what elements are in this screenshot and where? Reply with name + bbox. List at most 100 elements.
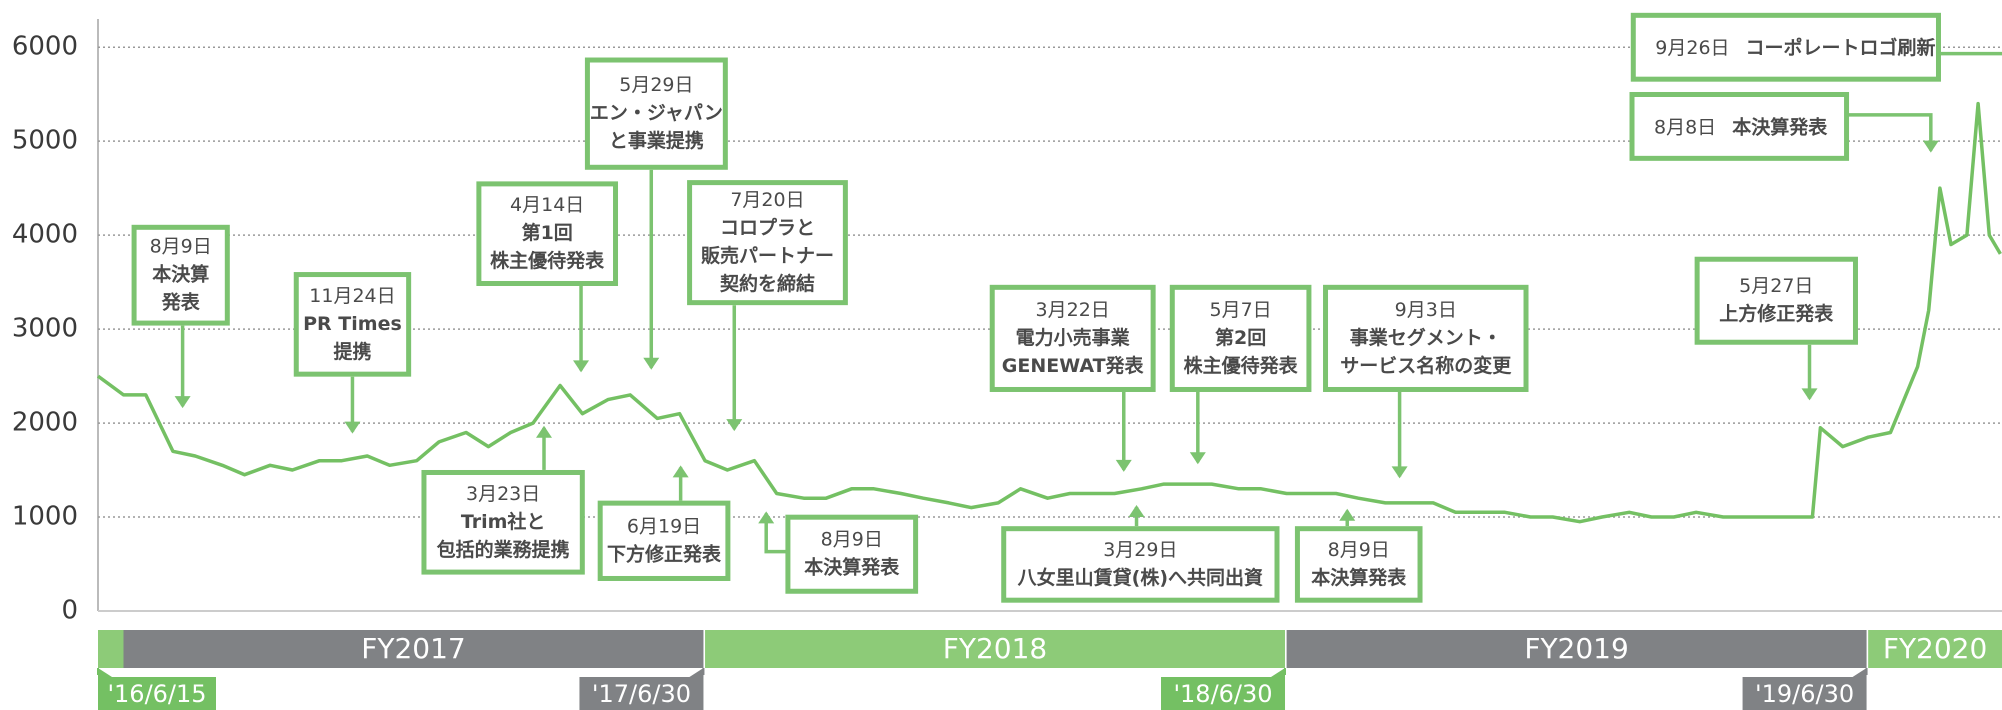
annotation-box — [1001, 526, 1280, 603]
arrow-head — [1801, 388, 1818, 401]
arrow-head — [1922, 140, 1939, 153]
annotation-box — [476, 181, 619, 286]
fiscal-label: FY2018 — [943, 632, 1047, 665]
annotation-arrow — [764, 513, 788, 554]
annotation-box — [293, 272, 412, 377]
annotation-date: 3月23日 — [466, 483, 540, 505]
annotation-label: Trim社と — [461, 510, 546, 533]
fiscal-label: FY2017 — [361, 632, 465, 665]
annotation-label: 包括的業務提携 — [437, 538, 570, 561]
annotation-date: 8月8日 — [1654, 116, 1716, 138]
annotation-label: 事業セグメント・ — [1350, 326, 1502, 349]
annotation-date: 8月9日 — [1328, 539, 1390, 561]
annotation-date: 5月27日 — [1739, 275, 1813, 297]
arrow-head — [174, 396, 191, 409]
annotation-label: コロプラと — [720, 216, 815, 239]
annotation-box — [1323, 284, 1529, 392]
tag-notch — [98, 668, 112, 677]
x-tick-label: '18/6/30 — [1173, 680, 1272, 708]
annotation-label: 本決算 — [152, 263, 209, 286]
annotation-date: 4月14日 — [510, 194, 584, 216]
annotation-box — [131, 224, 230, 326]
annotation-box — [584, 57, 728, 170]
date-tag — [98, 677, 216, 710]
date-tag — [1161, 677, 1286, 710]
arrow-head — [758, 511, 775, 524]
arrow-head — [1189, 452, 1206, 465]
annotation-date: 11月24日 — [309, 285, 395, 307]
y-tick-label: 5000 — [12, 126, 78, 156]
annotation-box — [421, 469, 585, 575]
annotation-label: PR Times — [303, 313, 402, 335]
annotation-label: 本決算発表 — [1311, 566, 1407, 589]
annotation-arrow — [1846, 113, 1933, 151]
annotation-box — [989, 284, 1156, 392]
annotation-box — [1629, 91, 1850, 161]
fiscal-label: FY2019 — [1524, 632, 1628, 665]
tag-notch — [1271, 668, 1286, 677]
arrow-head — [1115, 459, 1132, 472]
y-tick-label: 1000 — [12, 502, 78, 532]
annotation-label: サービス名称の変更 — [1340, 354, 1512, 377]
x-tick-label: '19/6/30 — [1755, 680, 1854, 708]
annotation-date: 7月20日 — [730, 189, 804, 211]
arrow-head — [1128, 504, 1145, 517]
annotation-text: 8月8日 本決算発表 — [1654, 115, 1828, 138]
fiscal-band — [705, 630, 1286, 668]
annotation-label: 提携 — [333, 340, 371, 363]
annotation-box — [1694, 256, 1858, 345]
annotation-box — [687, 180, 848, 306]
annotation-box — [1294, 526, 1423, 603]
annotation-label: 下方修正発表 — [607, 542, 722, 565]
arrow-head — [1339, 508, 1356, 521]
annotation-label: 本決算発表 — [804, 556, 900, 579]
arrow-head — [1391, 466, 1408, 479]
annotation-date: 8月9日 — [150, 236, 212, 258]
annotation-label: 第1回 — [522, 221, 573, 244]
annotation-label: 電力小売事業 — [1016, 326, 1131, 349]
fiscal-label: FY2020 — [1883, 632, 1987, 665]
fiscal-band — [1868, 630, 2002, 668]
annotation-date: 8月9日 — [821, 529, 883, 551]
annotation-label: 販売パートナー — [701, 244, 834, 267]
annotation-date: 3月29日 — [1103, 539, 1177, 561]
annotation-label: 株主優待発表 — [490, 249, 605, 272]
annotation-box — [1169, 284, 1312, 392]
band-lead — [98, 630, 124, 668]
arrow-head — [344, 421, 361, 434]
x-tick-label: '17/6/30 — [592, 680, 691, 708]
annotation-label: と事業提携 — [609, 129, 704, 152]
arrow-head — [536, 425, 553, 438]
fiscal-band — [123, 630, 704, 668]
annotation-date: 6月19日 — [627, 515, 701, 537]
arrow-head — [573, 360, 590, 373]
y-tick-label: 2000 — [12, 408, 78, 438]
annotation-label: 第2回 — [1215, 326, 1266, 349]
annotation-date: 3月22日 — [1036, 299, 1110, 321]
annotation-label: 株主優待発表 — [1184, 354, 1299, 377]
annotation-label: 上方修正発表 — [1719, 302, 1834, 325]
annotation-label: 発表 — [161, 291, 201, 314]
y-tick-label: 0 — [61, 596, 78, 626]
tag-notch — [1852, 668, 1867, 677]
annotation-box — [597, 500, 731, 581]
annotation-date: 5月7日 — [1210, 299, 1272, 321]
price-line — [96, 101, 2002, 524]
y-tick-label: 4000 — [12, 220, 78, 250]
fiscal-band — [1286, 630, 1867, 668]
y-tick-label: 3000 — [12, 314, 78, 344]
tag-notch — [689, 668, 704, 677]
annotation-date: 9月26日 — [1655, 37, 1729, 59]
y-tick-label: 6000 — [12, 32, 78, 62]
annotation-label: GENEWAT発表 — [1002, 354, 1145, 377]
annotation-text: 9月26日 コーポレートロゴ刷新 — [1655, 36, 1935, 59]
arrow-head — [643, 357, 660, 370]
annotation-box — [785, 514, 919, 594]
x-tick-label: '16/6/15 — [107, 680, 206, 708]
arrow-head — [672, 465, 689, 478]
annotation-label: エン・ジャパン — [590, 102, 723, 124]
date-tag — [1742, 677, 1867, 710]
date-tag — [579, 677, 704, 710]
annotation-date: 9月3日 — [1395, 299, 1457, 321]
